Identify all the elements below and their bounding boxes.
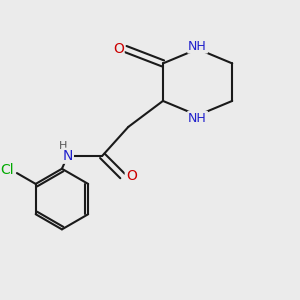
- Text: O: O: [126, 169, 136, 183]
- Text: N: N: [62, 149, 73, 163]
- Text: O: O: [113, 42, 124, 56]
- Text: NH: NH: [188, 112, 207, 125]
- Text: Cl: Cl: [0, 163, 14, 177]
- Text: NH: NH: [188, 40, 207, 52]
- Text: H: H: [59, 141, 68, 151]
